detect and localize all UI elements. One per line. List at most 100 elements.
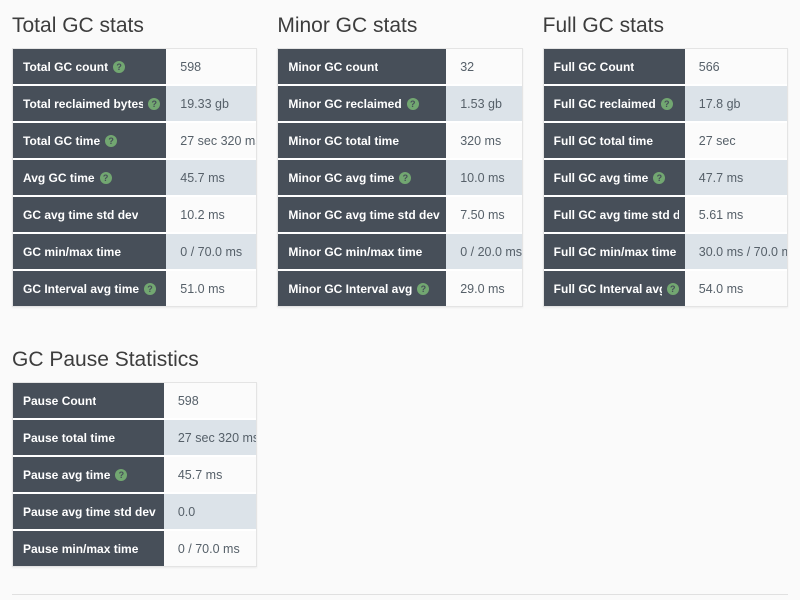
stat-label-cell: Minor GC total time ? [278, 123, 447, 158]
help-icon[interactable]: ? [406, 97, 419, 110]
stat-label-cell: Full GC total time ? [543, 123, 685, 158]
table-row: Minor GC avg time std dev ? 7.50 ms [278, 197, 522, 234]
section-minor-gc: Minor GC stats Minor GC count ? 32 Minor… [277, 13, 523, 307]
section-title-total-gc: Total GC stats [12, 14, 144, 37]
table-row: Full GC avg time std dev ? 5.61 ms [543, 197, 787, 234]
table-row: Full GC Count ? 566 [543, 49, 787, 86]
table-row: Pause avg time ? 45.7 ms [13, 457, 257, 494]
stat-label-cell: Full GC avg time std dev ? [543, 197, 685, 232]
help-icon[interactable]: ? [105, 134, 118, 147]
stat-label-cell: Minor GC count ? [278, 49, 447, 84]
stat-label-cell: Minor GC avg time ? [278, 160, 447, 195]
stat-label-cell: GC avg time std dev ? [13, 197, 167, 232]
stat-value: 45.7 ms [166, 160, 257, 195]
stat-label-cell: Full GC min/max time ? [543, 234, 685, 269]
stat-value: 0 / 70.0 ms [163, 531, 257, 566]
stat-label-cell: Avg GC time ? [13, 160, 167, 195]
stat-value: 7.50 ms [446, 197, 522, 232]
stat-label: Minor GC count [288, 59, 379, 74]
help-icon[interactable]: ? [666, 282, 679, 295]
stat-value: 29.0 ms [446, 271, 522, 306]
section-title-minor-gc: Minor GC stats [277, 14, 418, 37]
stat-value: 19.33 gb [166, 86, 257, 121]
stat-value: 320 ms [446, 123, 522, 158]
help-icon[interactable]: ? [113, 60, 126, 73]
stat-value: 27 sec 320 ms [163, 420, 257, 455]
stat-label-cell: Total GC count ? [13, 49, 167, 84]
stat-label: Pause min/max time [23, 541, 139, 556]
table-row: GC Interval avg time ? 51.0 ms [13, 271, 257, 306]
stat-label: Pause total time [23, 430, 116, 445]
section-gc-pause: GC Pause Statistics Pause Count ? 598 Pa… [12, 347, 788, 567]
stat-value: 10.0 ms [446, 160, 522, 195]
stat-label: Minor GC avg time [288, 170, 395, 185]
stat-label-cell: Pause min/max time ? [13, 531, 164, 566]
table-row: Full GC total time ? 27 sec [543, 123, 787, 160]
table-row: Minor GC avg time ? 10.0 ms [278, 160, 522, 197]
table-row: Pause total time ? 27 sec 320 ms [13, 420, 257, 457]
stat-label: GC avg time std dev [23, 207, 139, 222]
help-icon[interactable]: ? [144, 282, 157, 295]
stat-value: 47.7 ms [684, 160, 787, 195]
help-icon[interactable]: ? [99, 171, 112, 184]
section-full-gc: Full GC stats Full GC Count ? 566 Full G… [542, 13, 788, 307]
table-row: GC avg time std dev ? 10.2 ms [13, 197, 257, 234]
help-icon[interactable]: ? [653, 171, 666, 184]
stat-label: Minor GC min/max time [288, 244, 423, 259]
stat-value: 566 [684, 49, 787, 84]
stat-label-cell: Full GC Count ? [543, 49, 685, 84]
table-row: Total reclaimed bytes ? 19.33 gb [13, 86, 257, 123]
stat-value: 32 [446, 49, 522, 84]
table-row: Full GC avg time ? 47.7 ms [543, 160, 787, 197]
gc-pause-table: Pause Count ? 598 Pause total time ? 27 … [12, 382, 258, 567]
total-gc-table: Total GC count ? 598 Total reclaimed byt… [12, 48, 258, 307]
stat-value: 54.0 ms [684, 271, 787, 306]
help-icon[interactable]: ? [660, 97, 673, 110]
minor-gc-table: Minor GC count ? 32 Minor GC reclaimed ?… [277, 48, 523, 307]
stat-label-cell: GC Interval avg time ? [13, 271, 167, 306]
stat-value: 0 / 70.0 ms [166, 234, 257, 269]
stat-value: 51.0 ms [166, 271, 257, 306]
stat-value: 45.7 ms [163, 457, 257, 492]
stat-label: Full GC reclaimed [553, 96, 656, 111]
help-icon[interactable]: ? [399, 171, 412, 184]
table-row: Pause avg time std dev ? 0.0 [13, 494, 257, 531]
stat-label: Full GC avg time std dev [553, 207, 679, 222]
stat-label: Full GC avg time [553, 170, 649, 185]
stat-label: Full GC min/max time [553, 244, 677, 259]
stat-label-cell: Minor GC Interval avg ? [278, 271, 447, 306]
help-icon[interactable]: ? [148, 97, 161, 110]
stat-label-cell: Pause total time ? [13, 420, 164, 455]
stat-label: GC min/max time [23, 244, 122, 259]
stat-label: Total GC time [23, 133, 101, 148]
table-row: Avg GC time ? 45.7 ms [13, 160, 257, 197]
stat-label-cell: Pause avg time std dev ? [13, 494, 164, 529]
section-total-gc: Total GC stats Total GC count ? 598 Tota… [12, 13, 258, 307]
stat-label: GC Interval avg time [23, 281, 140, 296]
table-row: Pause min/max time ? 0 / 70.0 ms [13, 531, 257, 566]
help-icon[interactable]: ? [115, 468, 128, 481]
stat-value: 30.0 ms / 70.0 ms [684, 234, 787, 269]
table-row: Minor GC count ? 32 [278, 49, 522, 86]
stat-label-cell: GC min/max time ? [13, 234, 167, 269]
stat-label-cell: Minor GC reclaimed ? [278, 86, 447, 121]
stat-label: Avg GC time [23, 170, 95, 185]
stat-value: 10.2 ms [166, 197, 257, 232]
stat-value: 17.8 gb [684, 86, 787, 121]
stat-label: Full GC Count [553, 59, 635, 74]
stat-value: 5.61 ms [684, 197, 787, 232]
stat-value: 27 sec [684, 123, 787, 158]
stat-label-cell: Minor GC avg time std dev ? [278, 197, 447, 232]
stat-label-cell: Pause avg time ? [13, 457, 164, 492]
section-title-full-gc: Full GC stats [542, 14, 665, 37]
stat-label-cell: Total GC time ? [13, 123, 167, 158]
stat-label-cell: Pause Count ? [13, 383, 164, 418]
help-icon[interactable]: ? [417, 282, 430, 295]
stat-label-cell: Minor GC min/max time ? [278, 234, 447, 269]
top-tables-row: Total GC stats Total GC count ? 598 Tota… [12, 13, 788, 307]
stat-value: 598 [163, 383, 257, 418]
stat-label-cell: Total reclaimed bytes ? [13, 86, 167, 121]
table-row: Total GC count ? 598 [13, 49, 257, 86]
stat-label: Full GC Interval avg [553, 281, 662, 296]
